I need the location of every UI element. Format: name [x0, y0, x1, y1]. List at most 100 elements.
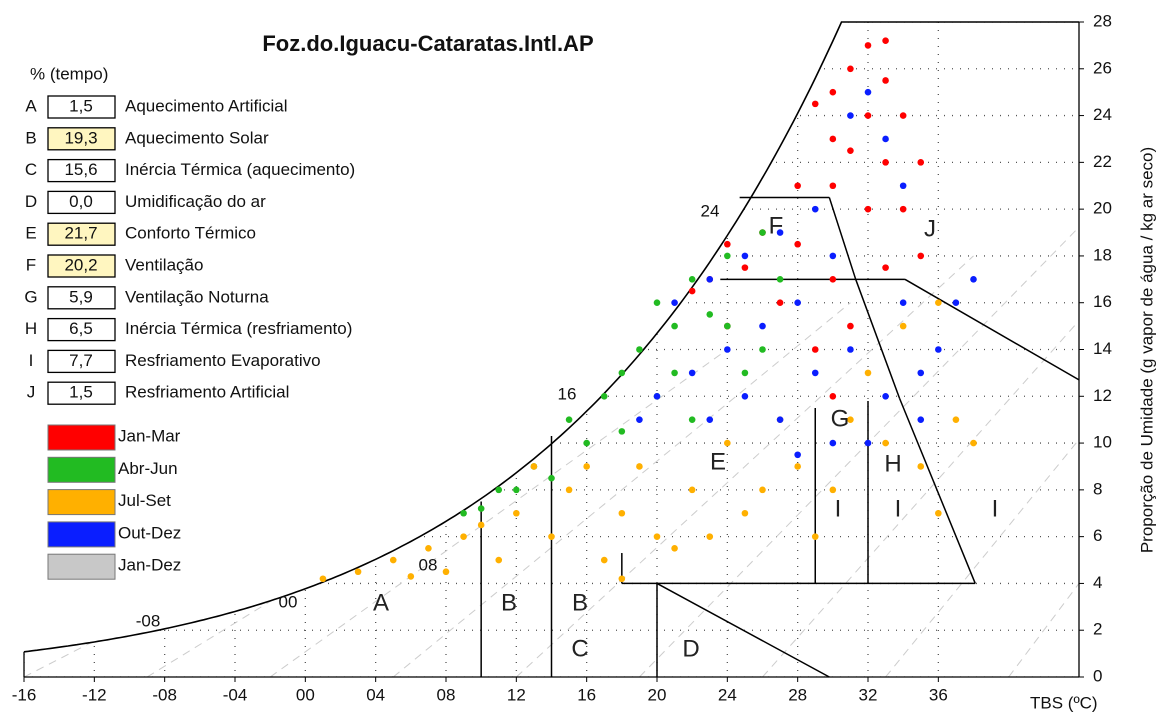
x-tick-label: 08: [437, 685, 456, 704]
x-tick-label: 28: [788, 685, 807, 704]
point: [565, 486, 573, 494]
y-tick-label: 28: [1093, 11, 1112, 30]
point: [759, 486, 766, 494]
point: [706, 533, 714, 540]
strategy-name: Ventilação Noturna: [125, 287, 269, 306]
zone-label: J: [924, 215, 936, 242]
y-tick-label: 6: [1093, 526, 1102, 545]
point: [847, 147, 854, 154]
point: [636, 463, 643, 470]
chart-title: Foz.do.Iguacu-Cataratas.Intl.AP: [262, 31, 593, 56]
point: [829, 135, 837, 143]
point: [724, 322, 731, 330]
legend-swatch: [47, 424, 116, 451]
point: [829, 252, 837, 260]
point: [671, 369, 678, 377]
strategy-name: Inércia Térmica (resfriamento): [125, 319, 352, 338]
point: [829, 182, 837, 190]
strategy-letter: E: [25, 224, 36, 243]
point: [319, 575, 327, 583]
point: [477, 505, 485, 512]
strategy-percent: 5,9: [69, 287, 93, 306]
y-tick-label: 24: [1093, 105, 1112, 124]
point: [776, 299, 784, 307]
zone-label: I: [895, 495, 902, 522]
y-tick-label: 8: [1093, 479, 1102, 498]
point: [759, 322, 766, 330]
point: [882, 264, 889, 271]
strategy-name: Umidificação do ar: [125, 192, 266, 211]
enthalpy-line: [762, 162, 1079, 677]
y-tick-label: 26: [1093, 58, 1112, 77]
point: [600, 392, 608, 400]
curve-label: 16: [558, 384, 577, 403]
zone-line: [904, 278, 1080, 381]
point: [565, 416, 573, 423]
point: [847, 322, 854, 330]
point: [829, 276, 837, 283]
point: [917, 369, 925, 377]
strategy-percent: 6,5: [69, 319, 93, 338]
point: [776, 229, 784, 236]
y-tick-label: 2: [1093, 620, 1102, 639]
y-tick-label: 22: [1093, 152, 1112, 171]
y-axis-label: Proporção de Umidade (g vapor de água / …: [1137, 147, 1156, 553]
point: [460, 509, 467, 517]
strategy-name: Resfriamento Artificial: [125, 383, 289, 402]
strategy-percent: 7,7: [69, 351, 93, 370]
point: [636, 416, 643, 423]
point: [724, 252, 731, 260]
strategy-letter: H: [25, 319, 37, 338]
legend-label: Jan-Dez: [118, 556, 181, 575]
strategy-percent: 1,5: [69, 96, 93, 115]
point: [460, 533, 467, 540]
point: [935, 299, 942, 307]
point: [864, 88, 872, 96]
grid: [24, 22, 1079, 677]
point: [776, 276, 784, 283]
point: [811, 100, 819, 108]
point: [952, 299, 960, 307]
zone-label: F: [769, 212, 784, 239]
point: [811, 533, 819, 540]
point: [618, 509, 626, 517]
point: [671, 322, 678, 330]
legend-swatch: [47, 489, 116, 516]
strategy-percent: 1,5: [69, 383, 93, 402]
point: [706, 416, 714, 423]
point: [882, 37, 889, 45]
legend-label: Jul-Set: [118, 491, 171, 510]
zone-line: [828, 197, 857, 280]
point: [548, 474, 555, 482]
zone-label: A: [373, 589, 389, 616]
legend-swatch: [47, 553, 116, 580]
zone-label: B: [501, 589, 517, 616]
point: [495, 486, 503, 494]
point: [600, 556, 608, 564]
y-tick-label: 0: [1093, 666, 1102, 685]
point: [653, 299, 661, 307]
point: [407, 573, 415, 580]
point: [583, 463, 590, 470]
point: [530, 463, 538, 470]
zone-line: [854, 279, 901, 399]
zone-label: I: [835, 495, 842, 522]
point: [759, 346, 766, 353]
point: [425, 545, 432, 552]
point: [811, 346, 819, 353]
point: [847, 65, 854, 73]
point: [618, 369, 626, 377]
point: [882, 135, 889, 143]
y-tick-label: 16: [1093, 292, 1112, 311]
point: [724, 439, 731, 447]
point: [935, 346, 942, 353]
zone-label: B: [572, 589, 588, 616]
point: [741, 369, 749, 377]
strategy-box: [47, 158, 116, 183]
point: [917, 252, 925, 260]
point: [442, 568, 450, 576]
point: [583, 439, 590, 447]
point: [899, 299, 907, 307]
point: [882, 159, 889, 166]
zone-label: H: [884, 450, 901, 477]
